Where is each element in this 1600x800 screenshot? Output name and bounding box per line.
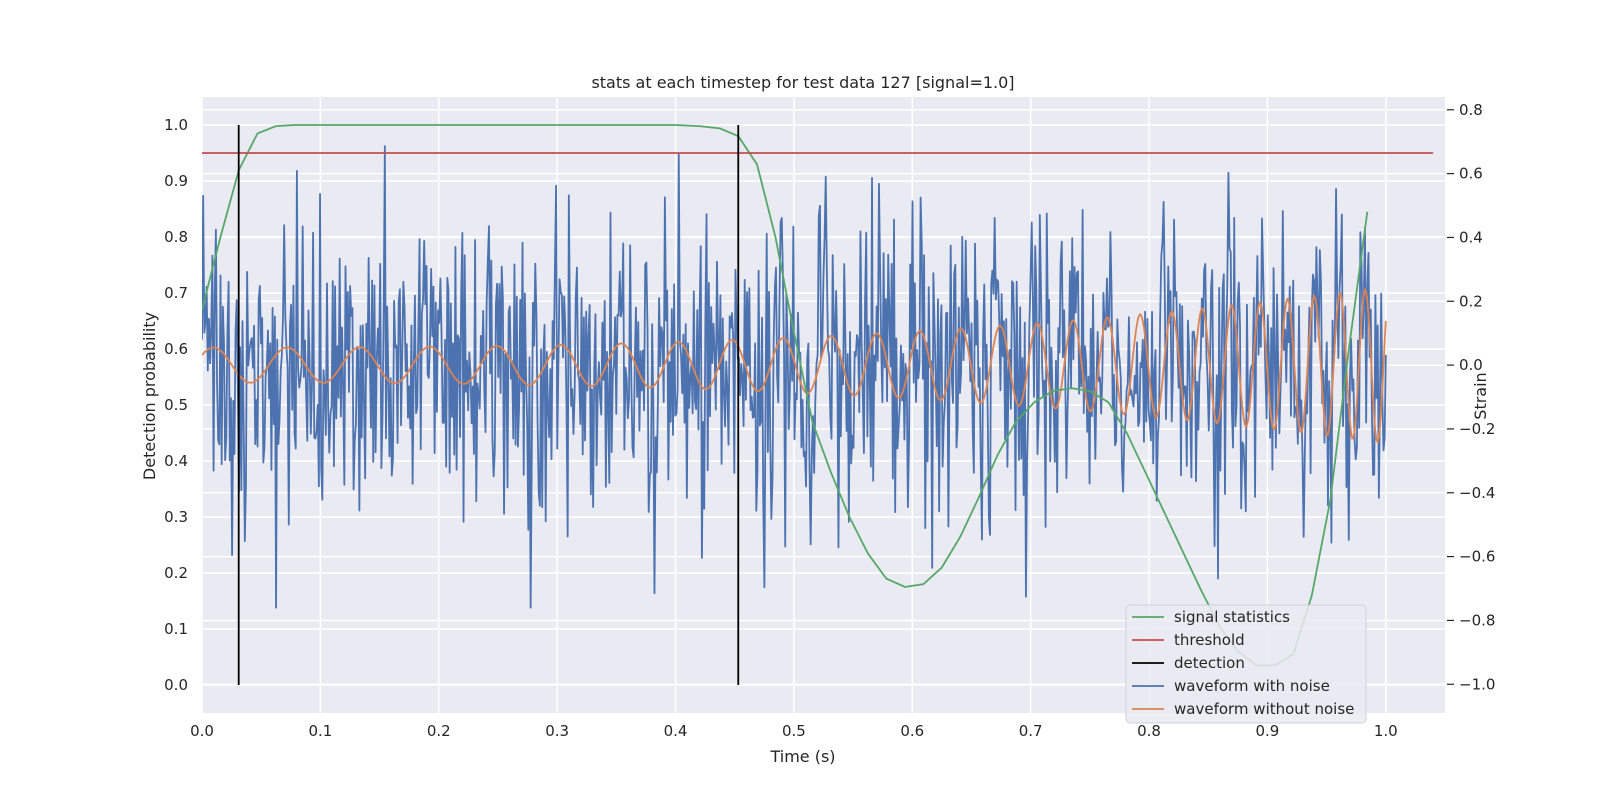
x-tick-label: 0.5 xyxy=(782,722,806,740)
y2-tick-label: −0.8 xyxy=(1459,611,1495,629)
y2-tick-label: 0.2 xyxy=(1459,292,1483,310)
x-tick-label: 0.0 xyxy=(190,722,214,740)
legend-label: signal statistics xyxy=(1174,608,1290,626)
y2-tick-label: −0.4 xyxy=(1459,484,1495,502)
y-axis-ticks: 0.0 0.1 0.2 0.3 0.4 0.5 0.6 0.7 0.8 0.9 1.0 xyxy=(164,116,188,694)
y2-tick-label: −1.0 xyxy=(1459,675,1495,693)
legend-label: waveform without noise xyxy=(1174,700,1354,718)
y-tick-label: 1.0 xyxy=(164,116,188,134)
y-tick-label: 0.7 xyxy=(164,284,188,302)
y2-tick-label: −0.2 xyxy=(1459,420,1495,438)
y-tick-label: 0.2 xyxy=(164,564,188,582)
legend-box xyxy=(1125,604,1367,724)
chart-title: stats at each timestep for test data 127… xyxy=(591,73,1014,92)
y2-tick-label: 0.6 xyxy=(1459,165,1483,183)
y2-axis-label: Strain xyxy=(1471,372,1490,419)
x-tick-label: 0.2 xyxy=(427,722,451,740)
y2-axis-ticks: −1.0 −0.8 −0.6 −0.4 −0.2 0.0 0.2 0.4 0.6 0.8 xyxy=(1447,101,1495,693)
y-tick-label: 0.5 xyxy=(164,396,188,414)
x-tick-label: 0.3 xyxy=(545,722,569,740)
x-tick-label: 1.0 xyxy=(1374,722,1398,740)
y-tick-label: 0.0 xyxy=(164,676,188,694)
legend: signal statistics threshold detection wavef… xyxy=(1125,604,1367,724)
y2-tick-label: 0.8 xyxy=(1459,101,1483,119)
x-tick-label: 0.8 xyxy=(1137,722,1161,740)
y-tick-label: 0.6 xyxy=(164,340,188,358)
y-tick-label: 0.9 xyxy=(164,172,188,190)
legend-label: detection xyxy=(1174,654,1245,672)
x-axis-label: Time (s) xyxy=(769,747,835,766)
x-axis-ticks: 0.0 0.1 0.2 0.3 0.4 0.5 0.6 0.7 0.8 0.9 1.0 xyxy=(190,722,1398,740)
x-tick-label: 0.1 xyxy=(308,722,332,740)
x-tick-label: 0.9 xyxy=(1255,722,1279,740)
x-tick-label: 0.7 xyxy=(1019,722,1043,740)
y2-tick-label: −0.6 xyxy=(1459,548,1495,566)
y-tick-label: 0.3 xyxy=(164,508,188,526)
y-tick-label: 0.1 xyxy=(164,620,188,638)
legend-label: threshold xyxy=(1174,631,1245,649)
legend-label: waveform with noise xyxy=(1174,677,1330,695)
waveform-without-noise-line xyxy=(202,287,1387,445)
y2-tick-label: 0.0 xyxy=(1459,356,1483,374)
y-tick-label: 0.8 xyxy=(164,228,188,246)
y-tick-label: 0.4 xyxy=(164,452,188,470)
y-axis-label: Detection probability xyxy=(140,312,159,480)
x-tick-label: 0.4 xyxy=(664,722,688,740)
x-tick-label: 0.6 xyxy=(900,722,924,740)
y2-tick-label: 0.4 xyxy=(1459,228,1483,246)
